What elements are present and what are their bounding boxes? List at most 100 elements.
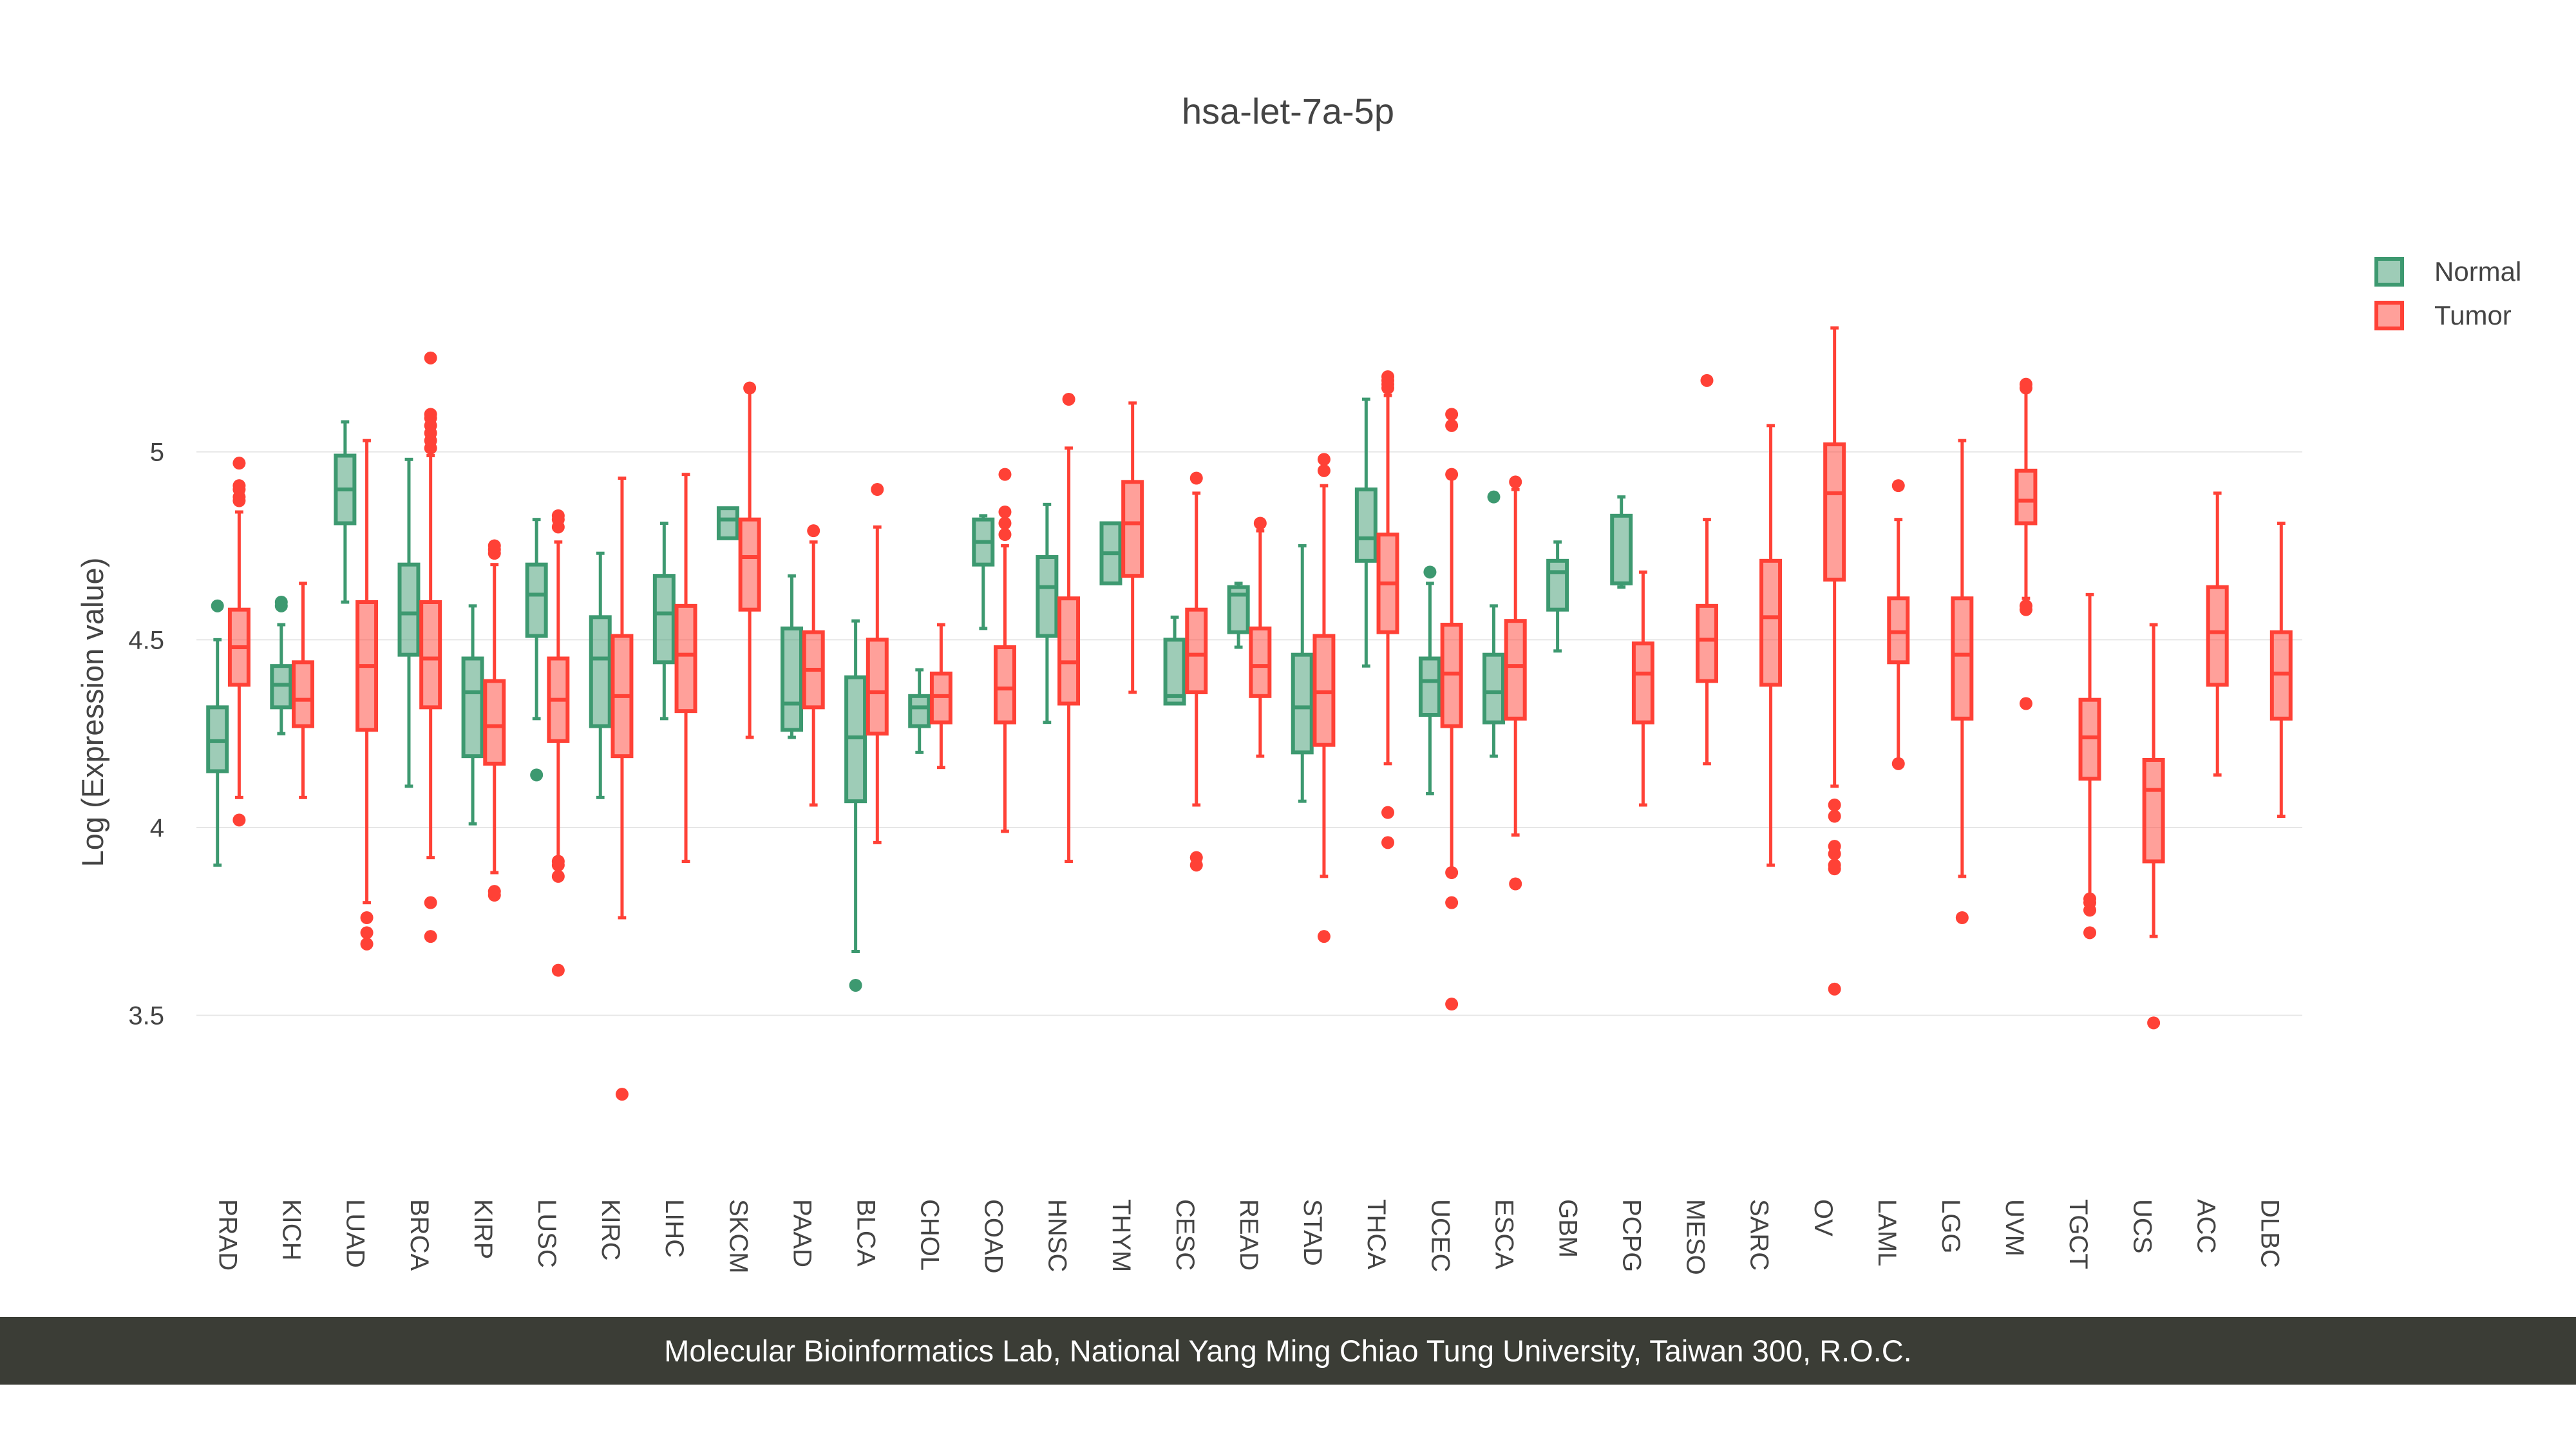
normal-box-ucec	[1418, 565, 1441, 795]
tumor-box-stad	[1312, 453, 1336, 943]
normal-box-coad	[972, 514, 995, 630]
outlier-point	[1381, 370, 1395, 383]
iqr-box	[1418, 656, 1441, 717]
outlier-point	[551, 855, 565, 868]
outlier-point	[1423, 565, 1437, 579]
x-tick-label: UCS	[2128, 1199, 2156, 1253]
normal-box-prad	[206, 599, 229, 867]
iqr-box	[1504, 619, 1527, 721]
category-group-lgg	[1951, 439, 1974, 924]
legend-item-normal[interactable]: Normal	[2374, 256, 2521, 287]
category-group-hnsc	[1036, 393, 1081, 863]
outlier-point	[1381, 836, 1395, 849]
x-tick-label: KICH	[278, 1199, 306, 1261]
iqr-box	[1057, 596, 1081, 706]
normal-box-luad	[334, 420, 357, 604]
tumor-box-ucs	[2142, 623, 2165, 1030]
outlier-point	[998, 528, 1012, 541]
outlier-point	[551, 869, 565, 883]
iqr-box	[674, 603, 697, 714]
x-tick-label: PCPG	[1618, 1199, 1646, 1272]
outlier-point	[1317, 930, 1331, 943]
grid-lines	[196, 451, 2302, 1016]
tumor-box-kich	[291, 582, 314, 799]
outlier-point	[1828, 810, 1841, 823]
tumor-box-hnsc	[1057, 393, 1081, 863]
iqr-box	[2206, 585, 2229, 687]
legend-item-tumor[interactable]: Tumor	[2374, 300, 2512, 330]
outlier-point	[488, 539, 501, 553]
category-group-skcm	[716, 381, 761, 739]
iqr-box	[1759, 558, 1783, 687]
tumor-box-meso	[1695, 374, 1718, 766]
tumor-box-luad	[355, 439, 379, 951]
tumor-box-pcpg	[1631, 570, 1654, 807]
category-group-gbm	[1546, 540, 1569, 653]
tumor-box-brca	[419, 351, 442, 943]
iqr-box	[1482, 652, 1506, 724]
normal-box-lusc	[525, 518, 548, 782]
outlier-point	[488, 885, 501, 898]
outlier-point	[2083, 892, 2097, 905]
tumor-box-prad	[227, 457, 251, 827]
outlier-point	[1487, 490, 1501, 504]
tumor-box-ov	[1823, 326, 1846, 996]
x-tick-label: UCEC	[1426, 1199, 1454, 1272]
iqr-box	[419, 600, 442, 710]
normal-box-cesc	[1163, 615, 1186, 706]
x-tick-label: THYM	[1107, 1199, 1135, 1272]
normal-box-chol	[908, 668, 931, 754]
x-tick-label: CHOL	[916, 1199, 944, 1271]
y-tick-label: 3.5	[128, 1002, 164, 1030]
tumor-box-acc	[2206, 491, 2229, 777]
category-group-tgct	[2078, 592, 2101, 940]
normal-box-thym	[1099, 521, 1122, 585]
x-tick-label: BRCA	[405, 1199, 433, 1271]
normal-box-kirc	[589, 551, 612, 799]
legend-label: Tumor	[2434, 300, 2512, 330]
normal-box-stad	[1291, 544, 1314, 803]
tumor-box-kirc	[611, 477, 634, 1101]
tumor-box-chol	[929, 623, 952, 770]
category-group-sarc	[1759, 424, 1783, 867]
outlier-point	[1509, 475, 1522, 489]
normal-box-pcpg	[1610, 495, 1633, 589]
outlier-point	[1955, 911, 1969, 924]
box-plots	[206, 326, 2293, 1101]
legend[interactable]: Normal Tumor	[2374, 256, 2521, 330]
outlier-point	[232, 479, 246, 493]
category-group-prad	[206, 457, 251, 867]
iqr-box	[1354, 488, 1378, 563]
outlier-point	[1445, 896, 1459, 909]
outlier-point	[1445, 419, 1459, 432]
outlier-point	[360, 926, 374, 940]
normal-box-kich	[270, 596, 293, 735]
category-group-kirc	[589, 477, 634, 1101]
iqr-box	[1695, 603, 1718, 683]
iqr-box	[1823, 442, 1846, 582]
outlier-point	[1253, 516, 1267, 530]
x-tick-label: LIHC	[660, 1199, 688, 1258]
category-group-lihc	[652, 473, 697, 863]
normal-box-brca	[397, 457, 421, 788]
outlier-point	[998, 516, 1012, 530]
category-group-uvm	[2014, 377, 2038, 710]
outlier-point	[274, 596, 288, 609]
normal-box-hnsc	[1036, 502, 1059, 724]
category-group-pcpg	[1610, 495, 1654, 807]
iqr-box	[866, 638, 889, 736]
tumor-box-thym	[1121, 401, 1144, 694]
normal-box-lihc	[652, 522, 676, 721]
y-tick-label: 4.5	[128, 626, 164, 654]
category-group-meso	[1695, 374, 1718, 766]
category-group-ucs	[2142, 623, 2165, 1030]
iqr-box	[2142, 758, 2165, 864]
category-group-laml	[1887, 479, 1910, 770]
y-tick-label: 5	[150, 439, 164, 467]
outlier-point	[424, 896, 437, 909]
chart-title: hsa-let-7a-5p	[1182, 91, 1394, 131]
legend-swatch	[2374, 257, 2404, 287]
tumor-box-lihc	[674, 473, 697, 863]
iqr-box	[1163, 638, 1186, 706]
tumor-box-uvm	[2014, 377, 2038, 710]
